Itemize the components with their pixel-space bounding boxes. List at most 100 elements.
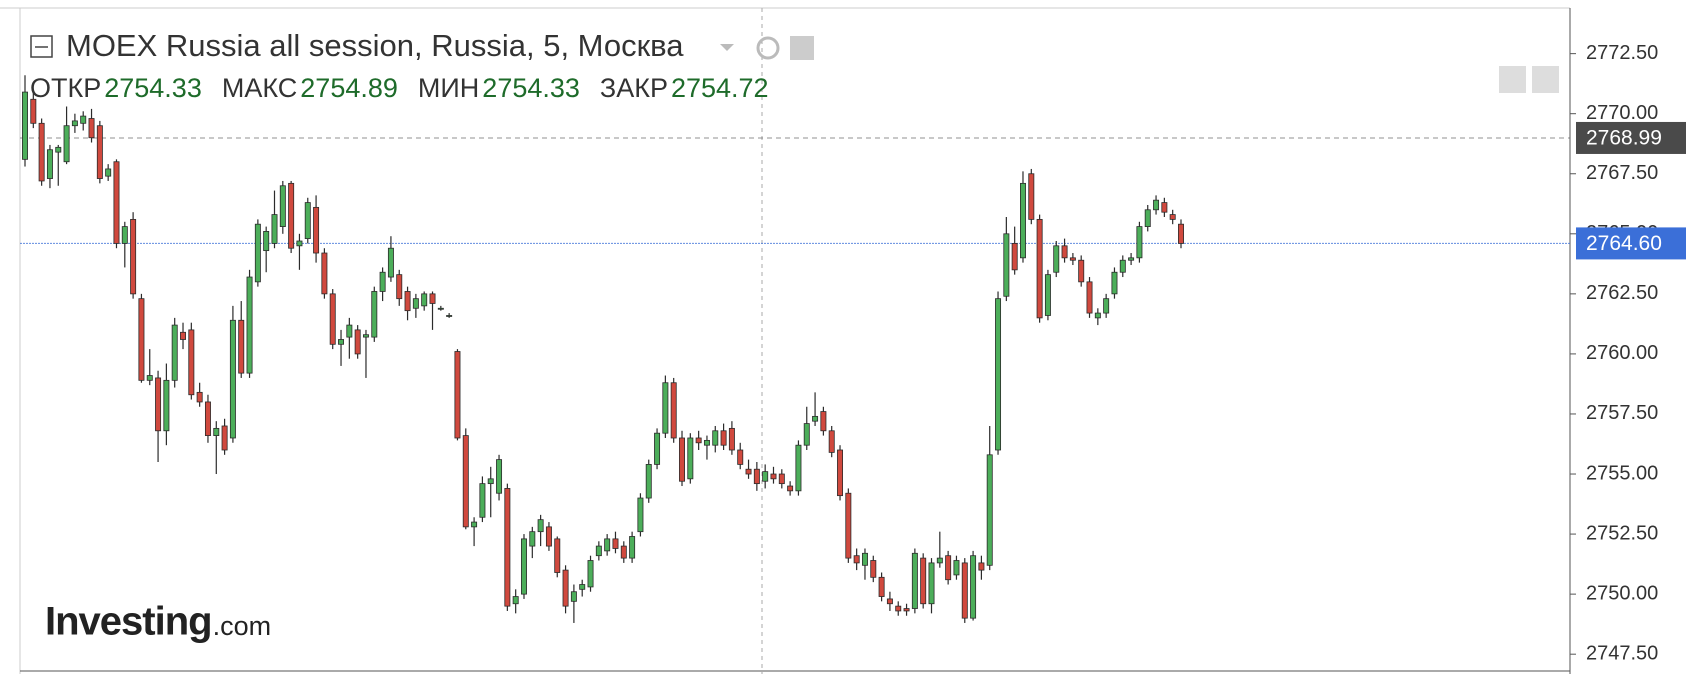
candle-body [321,252,328,295]
candle-body [828,430,835,453]
candle-body [71,120,78,127]
candle-body [1161,202,1168,213]
candle-body [22,91,28,160]
candle-body [229,319,236,439]
candle-body [421,293,428,307]
candle-body [1103,298,1110,314]
candle-body [579,584,586,590]
candle-body [363,334,369,338]
candle-body [446,315,453,317]
candle-body [1061,245,1068,259]
candle-body [88,118,95,139]
candle-body [196,391,203,403]
candle-body [562,569,569,607]
y-tick-label: 2755.00 [1586,462,1658,484]
candle-body [504,488,511,607]
candle-body [903,608,910,612]
candle-body [637,497,644,533]
down-icon[interactable] [1499,66,1526,93]
candle-body [928,562,935,605]
candle-body [812,415,819,422]
candle-body [1028,173,1035,220]
candle-body [296,240,303,247]
candle-body [1136,226,1143,259]
legend-value: 2754.33 [104,73,202,103]
candle-body [986,454,993,566]
candle-body [845,492,852,559]
candle-body [221,425,228,451]
settings-icon[interactable] [790,36,814,60]
candle-body [462,435,469,528]
candle-body [138,298,145,381]
y-tick-label: 2770.00 [1586,102,1658,124]
candle-body [820,411,827,432]
candle-body [163,379,170,432]
candle-body [886,598,893,605]
price-label: 2764.60 [1586,232,1662,255]
candle-body [80,115,87,124]
candle-body [346,324,353,338]
candle-body [670,382,677,439]
candle-body [970,555,977,619]
candle-body [512,596,519,605]
candle-body [654,432,661,465]
candle-body [204,401,211,436]
legend-value: 2754.72 [671,73,769,103]
candle-body [1094,312,1101,319]
candle-body [238,319,245,374]
updown-icon[interactable] [1532,66,1559,93]
candle-body [1144,209,1151,227]
candle-body [870,560,877,578]
candle-body [1169,214,1176,220]
y-tick-label: 2760.00 [1586,342,1658,364]
candle-body [803,423,810,446]
price-box [1576,121,1686,154]
candle-body [271,214,278,244]
candle-body [471,521,478,528]
candle-body [130,218,137,295]
candle-body [1053,245,1060,273]
candle-body [695,437,702,444]
candle-body [487,478,494,485]
candle-body [254,223,261,283]
candle-body [1069,257,1076,261]
price-label: 2768.99 [1586,127,1662,150]
legend-label: ЗАКР [600,73,668,103]
candle-body [105,168,112,177]
candle-body [945,555,952,581]
legend-label: ОТКР [30,73,101,103]
candle-body [703,439,710,446]
candle-body [911,552,918,609]
candle-body [737,449,744,465]
candle-body [113,161,120,244]
candle-body [1044,274,1051,316]
candle-body [46,149,53,179]
dropdown-icon[interactable] [720,44,734,51]
collapse-icon[interactable] [30,35,53,58]
candle-body [30,98,37,124]
candle-body [180,331,186,340]
candle-body [720,430,727,446]
candle-body [454,351,461,439]
candle-body [1011,243,1018,271]
candle-body [313,206,320,254]
logo-brand: Investing [45,600,212,644]
candle-body [936,557,943,564]
y-tick-label: 2747.50 [1586,642,1658,664]
eye-icon[interactable] [756,36,780,60]
candle-body [762,471,769,482]
candle-body [837,449,843,497]
y-tick-label: 2772.50 [1586,42,1658,64]
candle-body [437,307,444,310]
candle-body [38,122,45,182]
candle-body [753,468,760,485]
candle-body [304,202,311,240]
candle-body [263,231,270,252]
candle-body [63,125,70,163]
y-tick-label: 2767.50 [1586,162,1658,184]
candle-body [338,339,345,345]
candle-body [429,293,436,304]
candle-body [745,468,752,475]
candle-body [171,324,178,381]
